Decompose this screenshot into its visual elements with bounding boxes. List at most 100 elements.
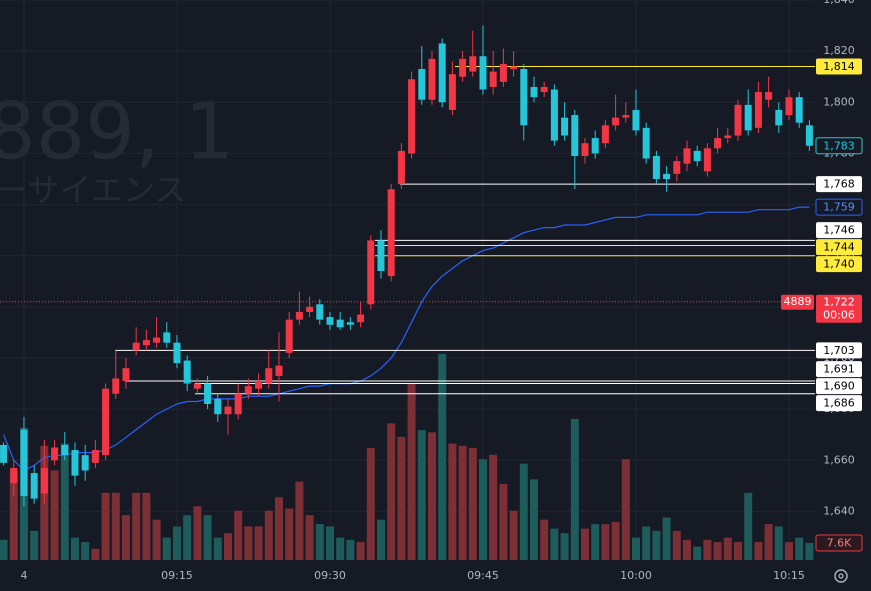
price-label-text: 1,744 (823, 241, 855, 254)
candle-body (703, 148, 711, 172)
candle-body (377, 240, 385, 272)
symbol-badge (781, 294, 814, 310)
volume-bar (203, 515, 212, 560)
candle-body (367, 240, 375, 305)
y-tick-label: 1,640 (823, 504, 855, 517)
time-axis (0, 560, 815, 591)
volume-bar (274, 497, 283, 560)
volume-bar (50, 470, 59, 560)
volume-bar (346, 539, 355, 560)
candle-body (724, 135, 732, 139)
candle-body (346, 322, 354, 325)
volume-bar (672, 530, 681, 560)
candle-body (285, 319, 293, 353)
volume-bar (9, 470, 18, 560)
watermark-symbol: 889, 1 (0, 87, 234, 177)
candle-body (224, 406, 232, 415)
volume-bar (70, 537, 79, 560)
price-label-text: 1,690 (823, 380, 855, 393)
candle-body (112, 378, 120, 394)
volume-bar (315, 524, 324, 560)
settings-icon[interactable] (834, 569, 848, 583)
x-tick-label: 09:15 (161, 569, 193, 582)
price-label-box (816, 58, 862, 75)
y-tick-label: 1,800 (823, 95, 855, 108)
candle-body (255, 381, 263, 389)
volume-bar (356, 542, 365, 560)
candle-body (571, 115, 579, 156)
volume-bar (754, 542, 763, 560)
volume-bar (325, 526, 334, 560)
volume-bar (662, 517, 671, 560)
candle-body (459, 58, 467, 77)
volume-bar (397, 436, 406, 560)
candle-body (275, 365, 283, 376)
candle-body (183, 360, 191, 384)
candle-body (265, 368, 273, 384)
price-label-text: 1,783 (823, 139, 855, 152)
volume-bar (703, 539, 712, 560)
price-label-text: 1,740 (823, 258, 855, 271)
countdown-text: 00:06 (823, 309, 855, 322)
volume-bar (733, 542, 742, 560)
candle-body (581, 143, 589, 156)
volume-bar (764, 524, 773, 560)
price-label: 1,768 (816, 176, 862, 193)
volume-bar (713, 542, 722, 560)
volume-bar (183, 515, 192, 560)
candle-body (448, 74, 456, 110)
price-label: 1,703 (816, 342, 862, 359)
candle-body (132, 342, 140, 351)
candle-body (408, 79, 416, 154)
candle-body (204, 383, 212, 405)
volume-bar (601, 524, 610, 560)
current-price-box (816, 294, 862, 323)
volume-label-box (815, 534, 863, 552)
volume-bar (499, 483, 508, 560)
volume-bar (121, 515, 130, 560)
candle-body (142, 340, 150, 346)
x-tick-label: 10:15 (773, 569, 805, 582)
candle-body (244, 386, 252, 394)
volume-bar (580, 528, 589, 560)
x-tick-label: 09:30 (314, 569, 346, 582)
candle-body (61, 444, 69, 456)
gear-outline[interactable] (834, 569, 848, 583)
candle-body (693, 150, 701, 162)
price-label: 1,740 (816, 256, 862, 273)
volume-bar (305, 515, 314, 560)
volume-bar (795, 537, 804, 560)
gear-center[interactable] (838, 573, 844, 579)
candle-body (479, 56, 487, 90)
candle-body (193, 383, 201, 389)
volume-bar (489, 454, 498, 560)
volume-bar (438, 353, 447, 560)
volume-bar (234, 510, 243, 560)
price-label-box (816, 342, 862, 359)
candle-body (469, 56, 477, 72)
candle-body (775, 109, 783, 126)
candle-body (540, 86, 548, 93)
candle-body (418, 69, 426, 100)
volume-bar (509, 510, 518, 560)
candle-body (744, 104, 752, 131)
volume-bar (162, 537, 171, 560)
volume-bar (642, 526, 651, 560)
price-label-text: 1,703 (823, 344, 855, 357)
price-label-box (815, 198, 863, 216)
price-label-box (815, 137, 863, 155)
volume-bar (387, 423, 396, 560)
volume-bar (336, 537, 345, 560)
volume-bar (631, 537, 640, 560)
candle-body (510, 66, 518, 70)
candle-body (357, 314, 365, 323)
volume-bar (784, 542, 793, 560)
candle-body (122, 368, 130, 382)
volume-bar (427, 432, 436, 560)
candle-body (795, 97, 803, 123)
volume-bar (744, 492, 753, 560)
volume-bar (805, 542, 814, 560)
volume-bar (468, 448, 477, 560)
candle-body (51, 447, 59, 461)
